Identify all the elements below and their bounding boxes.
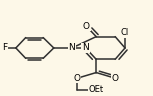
Text: Cl: Cl	[121, 28, 129, 37]
Text: OEt: OEt	[89, 85, 104, 94]
Text: N: N	[82, 43, 89, 53]
Text: O: O	[112, 74, 119, 83]
Text: O: O	[83, 22, 90, 31]
Text: N: N	[69, 43, 75, 53]
Text: O: O	[74, 74, 81, 83]
Text: F: F	[2, 43, 7, 53]
